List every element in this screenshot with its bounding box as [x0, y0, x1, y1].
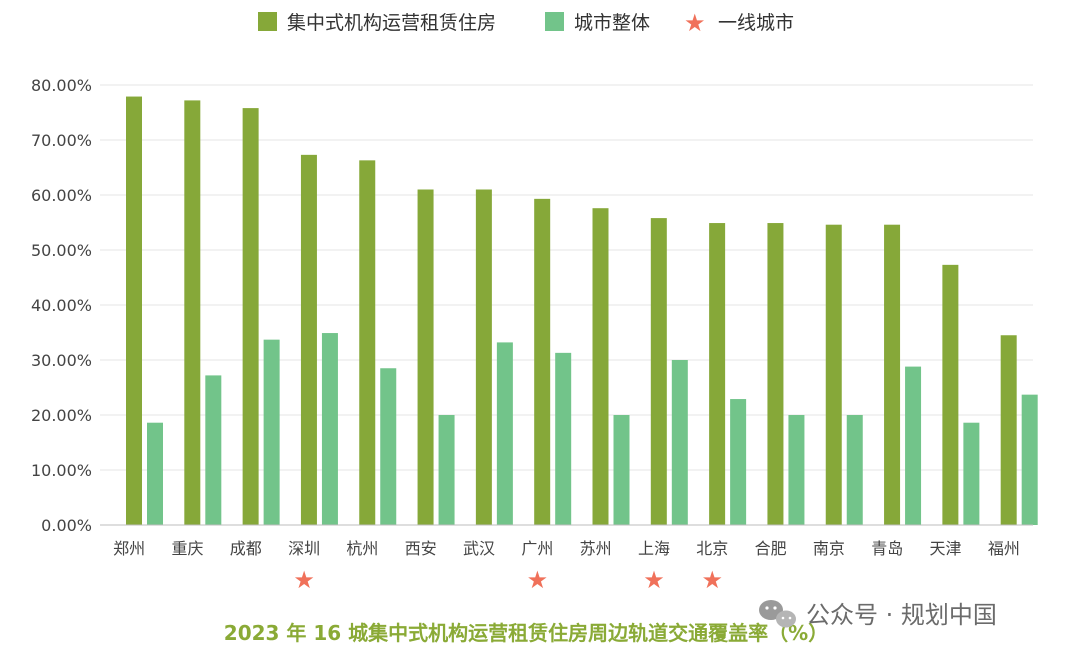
bar-secondary: [846, 415, 863, 525]
legend-swatch-secondary: [545, 12, 564, 31]
bar-primary: [242, 108, 259, 525]
legend: 集中式机构运营租赁住房 城市整体 ★ 一线城市: [258, 9, 794, 37]
y-tick-label: 0.00%: [41, 516, 92, 535]
first-tier-star-icon: ★: [293, 566, 315, 594]
legend-label-primary: 集中式机构运营租赁住房: [287, 12, 496, 34]
bar-primary: [884, 224, 901, 525]
bar-primary: [534, 198, 551, 525]
bar-secondary: [438, 415, 455, 525]
legend-label-secondary: 城市整体: [574, 12, 650, 34]
bar-primary: [942, 264, 959, 525]
y-axis-ticks: 0.00% 10.00% 20.00% 30.00% 40.00% 50.00% 60.00…: [31, 76, 92, 535]
bar-secondary: [555, 352, 572, 525]
bar-primary: [592, 208, 609, 525]
bar-primary: [475, 189, 492, 525]
bar-primary: [650, 218, 667, 525]
x-category-label: 成都: [230, 539, 262, 558]
bar-secondary: [380, 368, 397, 525]
x-category-label: 北京: [696, 539, 728, 558]
x-category-label: 南京: [813, 539, 845, 558]
bar-secondary: [788, 415, 805, 525]
bar-primary: [184, 100, 201, 526]
bar-primary: [417, 189, 434, 525]
legend-swatch-primary: [258, 12, 277, 31]
x-category-label: 郑州: [113, 539, 145, 558]
x-category-label: 上海: [638, 539, 670, 558]
bar-secondary: [671, 360, 688, 525]
x-category-label: 深圳: [288, 539, 320, 558]
x-category-label: 西安: [405, 539, 437, 558]
y-tick-label: 80.00%: [31, 76, 92, 95]
y-tick-label: 70.00%: [31, 131, 92, 150]
y-tick-label: 40.00%: [31, 296, 92, 315]
y-tick-label: 20.00%: [31, 406, 92, 425]
legend-label-star: 一线城市: [718, 12, 794, 34]
x-category-label: 苏州: [580, 539, 612, 558]
y-tick-label: 50.00%: [31, 241, 92, 260]
legend-star-icon: ★: [684, 9, 706, 37]
bar-primary: [1000, 335, 1017, 525]
bar-secondary: [205, 375, 222, 525]
bar-secondary: [321, 333, 338, 525]
first-tier-star-icon: ★: [702, 566, 724, 594]
bars: [126, 96, 1038, 526]
bar-secondary: [1021, 394, 1038, 525]
bar-secondary: [963, 422, 980, 525]
bar-primary: [825, 224, 842, 525]
bar-secondary: [613, 415, 630, 525]
x-category-label: 天津: [930, 539, 962, 558]
bar-primary: [126, 96, 142, 526]
x-category-label: 合肥: [755, 539, 787, 558]
y-tick-label: 60.00%: [31, 186, 92, 205]
watermark: 公众号 · 规划中国: [759, 600, 997, 629]
bar-primary: [767, 223, 784, 526]
bar-secondary: [905, 366, 922, 525]
y-tick-label: 10.00%: [31, 461, 92, 480]
bar-secondary: [730, 399, 747, 525]
x-axis-labels: 郑州 重庆 成都 深圳 杭州 西安 武汉 广州 苏州 上海 北京 合肥 南京 青岛 天津 福州: [113, 539, 1020, 558]
x-category-label: 重庆: [171, 539, 203, 558]
bar-primary: [709, 223, 726, 526]
x-category-label: 武汉: [463, 539, 495, 558]
x-category-label: 杭州: [346, 539, 378, 558]
x-category-label: 福州: [988, 539, 1020, 558]
bar-secondary: [263, 339, 280, 525]
y-tick-label: 30.00%: [31, 351, 92, 370]
watermark-text: 公众号 · 规划中国: [806, 601, 997, 629]
bar-secondary: [147, 422, 163, 525]
first-tier-markers: ★ ★ ★ ★: [293, 566, 723, 594]
x-category-label: 青岛: [871, 539, 903, 558]
first-tier-star-icon: ★: [643, 566, 665, 594]
x-category-label: 广州: [521, 539, 553, 558]
first-tier-star-icon: ★: [527, 566, 549, 594]
wechat-icon: [759, 600, 796, 628]
bar-secondary: [496, 342, 513, 525]
chart-caption: 2023 年 16 城集中式机构运营租赁住房周边轨道交通覆盖率（%）: [224, 621, 828, 645]
bar-primary: [359, 160, 376, 525]
bar-primary: [300, 154, 317, 525]
